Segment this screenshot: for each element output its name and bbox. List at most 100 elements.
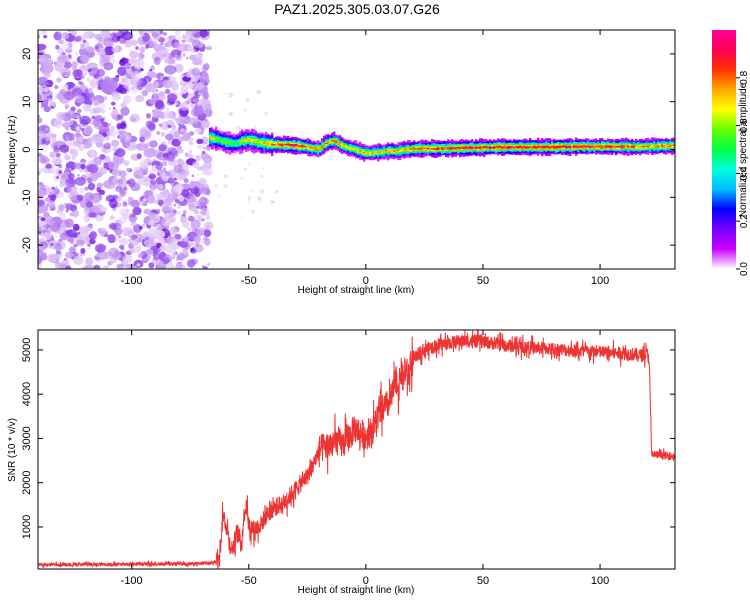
noise-blob xyxy=(67,236,75,243)
noise-blob xyxy=(109,130,117,137)
noise-blob xyxy=(85,201,94,208)
noise-blob xyxy=(76,194,85,201)
noise-blob xyxy=(202,91,210,100)
ridge-cell xyxy=(223,140,226,143)
noise-blob xyxy=(108,247,120,258)
ridge-cell xyxy=(361,151,364,153)
noise-blob xyxy=(207,262,210,266)
ridge-cell xyxy=(585,146,588,148)
noise-blob xyxy=(47,219,56,227)
ridge-cell xyxy=(507,146,510,148)
noise-blob xyxy=(129,49,132,53)
ridge-cell xyxy=(365,152,368,154)
noise-blob xyxy=(59,144,70,153)
noise-blob xyxy=(167,193,176,202)
noise-blob xyxy=(45,163,52,169)
ridge-cell xyxy=(303,145,306,148)
ridge-cell xyxy=(353,149,356,151)
noise-blob xyxy=(60,222,67,230)
noise-blob xyxy=(197,166,202,171)
noise-blob xyxy=(174,101,179,106)
noise-blob xyxy=(74,95,85,104)
ridge-cell xyxy=(607,145,610,147)
spectrogram-y-tick-label: -20 xyxy=(21,237,33,253)
ridge-cell xyxy=(391,149,394,151)
noise-blob xyxy=(188,141,194,146)
noise-blob xyxy=(80,247,86,254)
noise-blob xyxy=(58,170,62,174)
noise-blob xyxy=(130,86,139,94)
noise-blob xyxy=(59,54,68,63)
ridge-cell xyxy=(297,144,300,146)
noise-blob xyxy=(41,30,48,35)
noise-blob xyxy=(59,232,69,241)
noise-blob xyxy=(196,81,205,90)
noise-blob xyxy=(46,200,56,209)
noise-blob xyxy=(173,184,184,193)
ridge-cell xyxy=(589,146,592,148)
noise-blob xyxy=(122,95,132,105)
noise-blob xyxy=(109,215,115,220)
ridge-cell xyxy=(379,151,382,153)
ridge-cell xyxy=(231,142,234,145)
noise-blob xyxy=(148,262,155,269)
ridge-cell xyxy=(431,148,434,150)
noise-blob xyxy=(173,131,181,138)
noise-blob xyxy=(55,185,58,189)
ridge-cell xyxy=(567,146,570,148)
ridge-cell xyxy=(635,146,638,149)
ridge-cell xyxy=(317,147,320,150)
noise-blob xyxy=(63,152,67,156)
noise-blob xyxy=(56,176,60,179)
noise-blob xyxy=(72,87,83,97)
ridge-cell xyxy=(495,146,498,148)
noise-blob xyxy=(177,204,182,209)
ridge-cell xyxy=(519,145,522,148)
noise-blob xyxy=(116,114,124,120)
noise-blob xyxy=(104,135,110,142)
noise-blob xyxy=(88,211,96,218)
colorbar-tick-label: 0.4 xyxy=(739,166,750,180)
noise-blob xyxy=(139,160,149,169)
ridge-cell xyxy=(407,148,410,150)
noise-blob xyxy=(119,237,129,246)
ridge-cell xyxy=(629,146,632,148)
ridge-cell xyxy=(637,145,640,148)
noise-blob xyxy=(102,121,109,128)
noise-blob xyxy=(79,115,91,126)
ridge-cell xyxy=(469,146,472,149)
ridge-cell xyxy=(541,146,544,149)
ridge-cell xyxy=(459,147,462,150)
noise-blob xyxy=(146,113,151,119)
ridge-cell xyxy=(457,146,460,149)
noise-blob xyxy=(199,30,208,38)
ridge-cell xyxy=(561,146,564,148)
noise-blob xyxy=(147,161,152,167)
noise-blob xyxy=(128,201,133,206)
noise-blob xyxy=(195,103,199,107)
noise-blob xyxy=(186,72,191,78)
ridge-cell xyxy=(449,147,452,150)
noise-blob xyxy=(85,169,89,173)
noise-blob xyxy=(68,168,72,171)
noise-blob xyxy=(139,226,143,230)
ridge-cell xyxy=(241,139,244,142)
noise-blob xyxy=(88,233,96,240)
noise-blob xyxy=(243,108,247,112)
ridge-cell xyxy=(437,148,440,150)
noise-blob xyxy=(82,104,93,112)
ridge-cell xyxy=(655,145,658,147)
noise-blob xyxy=(174,63,184,73)
ridge-cell xyxy=(453,147,456,150)
noise-blob xyxy=(142,32,151,42)
noise-blob xyxy=(195,260,199,264)
ridge-cell xyxy=(499,146,502,148)
colorbar-tick-label: 0.6 xyxy=(739,118,750,132)
ridge-cell xyxy=(485,146,488,148)
noise-blob xyxy=(236,125,241,131)
snr-x-label: Height of straight line (km) xyxy=(298,585,415,596)
noise-blob xyxy=(92,195,100,204)
noise-blob xyxy=(148,173,157,180)
noise-blob xyxy=(107,122,112,127)
noise-blob xyxy=(65,209,69,213)
